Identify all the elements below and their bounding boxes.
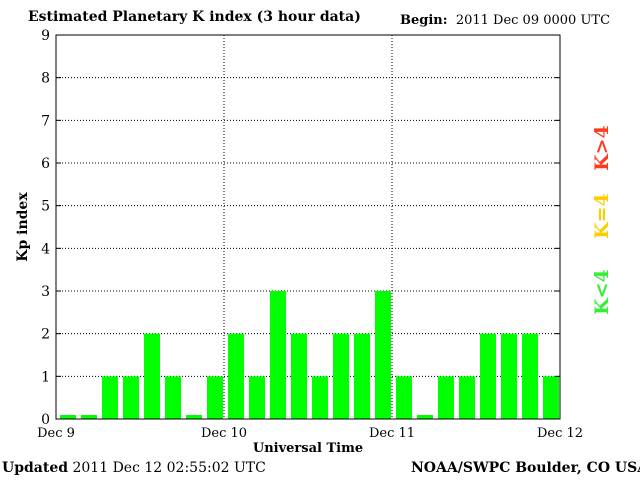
kp-bar xyxy=(123,376,139,419)
chart-title: Estimated Planetary K index (3 hour data… xyxy=(28,9,361,25)
y-tick-label: 7 xyxy=(41,113,50,129)
kp-bar xyxy=(480,333,496,419)
x-tick-label: Dec 12 xyxy=(537,426,583,441)
y-tick-label: 4 xyxy=(41,241,50,257)
kp-bar xyxy=(291,333,307,419)
updated-timestamp: Updated 2011 Dec 12 02:55:02 UTC xyxy=(2,460,266,476)
kp-bar xyxy=(438,376,454,419)
kp-bar xyxy=(312,376,328,419)
y-tick-label: 9 xyxy=(41,28,50,44)
kp-bar xyxy=(186,415,202,419)
y-axis-label: Kp index xyxy=(15,192,31,262)
x-tick-label: Dec 10 xyxy=(201,426,247,441)
x-tick-label: Dec 9 xyxy=(37,426,75,441)
tick-labels: 0 1 2 3 4 5 6 7 8 9 Dec 9 Dec 10 Dec 11 Dec 12 xyxy=(37,28,583,441)
y-tick-label: 1 xyxy=(41,369,50,385)
legend-item: K>4 xyxy=(591,125,613,171)
kp-bar xyxy=(459,376,475,419)
kp-bar xyxy=(249,376,265,419)
kp-bar xyxy=(333,333,349,419)
kp-bar xyxy=(501,333,517,419)
kp-bar xyxy=(543,376,559,419)
kp-bar xyxy=(102,376,118,419)
legend-item: K=4 xyxy=(591,193,613,239)
begin-label: Begin: xyxy=(400,13,448,28)
kp-bar xyxy=(354,333,370,419)
x-axis-label: Universal Time xyxy=(253,441,363,456)
kp-bar xyxy=(522,333,538,419)
grid-lines xyxy=(56,35,560,419)
y-tick-label: 5 xyxy=(41,199,50,215)
kp-bar xyxy=(396,376,412,419)
kp-bar xyxy=(60,415,76,419)
updated-value: 2011 Dec 12 02:55:02 UTC xyxy=(72,460,266,476)
kp-bar xyxy=(144,333,160,419)
kp-bar xyxy=(375,291,391,419)
kp-bar xyxy=(207,376,223,419)
x-tick-label: Dec 11 xyxy=(369,426,415,441)
begin-time: Begin: 2011 Dec 09 0000 UTC xyxy=(400,13,610,28)
begin-value: 2011 Dec 09 0000 UTC xyxy=(455,13,611,28)
legend-item: K<4 xyxy=(591,269,613,315)
y-tick-label: 0 xyxy=(41,412,50,428)
y-tick-label: 8 xyxy=(41,71,50,87)
y-tick-label: 6 xyxy=(41,156,50,172)
plot-frame xyxy=(55,34,561,420)
y-tick-label: 2 xyxy=(41,327,50,343)
kp-bar xyxy=(417,415,433,419)
kp-bar xyxy=(270,291,286,419)
legend: K>4 K=4 K<4 xyxy=(591,125,613,315)
y-tick-label: 3 xyxy=(41,284,50,300)
ticks xyxy=(56,34,560,420)
updated-label: Updated xyxy=(2,460,69,476)
credit-text: NOAA/SWPC Boulder, CO USA xyxy=(411,460,640,476)
kp-bar xyxy=(81,415,97,419)
kp-bar xyxy=(165,376,181,419)
bars xyxy=(60,291,559,419)
kp-bar xyxy=(228,333,244,419)
